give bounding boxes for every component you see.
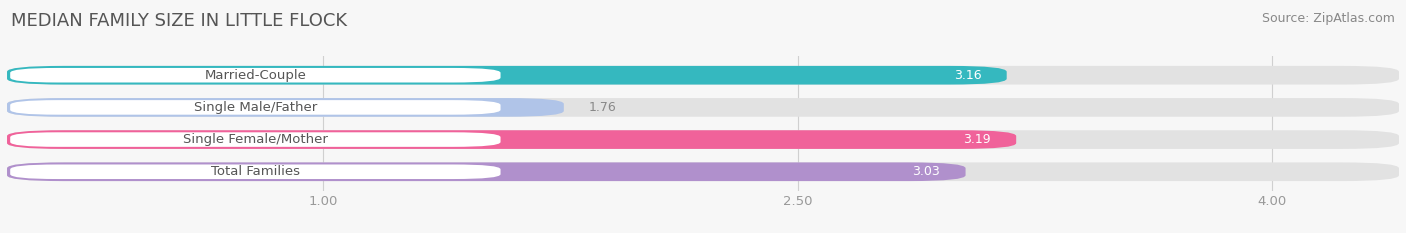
Text: 3.03: 3.03: [912, 165, 941, 178]
FancyBboxPatch shape: [7, 66, 1399, 85]
FancyBboxPatch shape: [7, 162, 1399, 181]
Text: 3.19: 3.19: [963, 133, 991, 146]
Text: 3.16: 3.16: [953, 69, 981, 82]
FancyBboxPatch shape: [10, 164, 501, 179]
Text: Total Families: Total Families: [211, 165, 299, 178]
FancyBboxPatch shape: [10, 100, 501, 115]
FancyBboxPatch shape: [7, 98, 1399, 117]
FancyBboxPatch shape: [7, 66, 1007, 85]
FancyBboxPatch shape: [10, 132, 501, 147]
FancyBboxPatch shape: [7, 162, 966, 181]
Text: 1.76: 1.76: [589, 101, 617, 114]
FancyBboxPatch shape: [7, 98, 564, 117]
Text: Source: ZipAtlas.com: Source: ZipAtlas.com: [1261, 12, 1395, 25]
FancyBboxPatch shape: [7, 130, 1017, 149]
Text: Single Male/Father: Single Male/Father: [194, 101, 316, 114]
FancyBboxPatch shape: [10, 68, 501, 82]
Text: MEDIAN FAMILY SIZE IN LITTLE FLOCK: MEDIAN FAMILY SIZE IN LITTLE FLOCK: [11, 12, 347, 30]
FancyBboxPatch shape: [7, 130, 1399, 149]
Text: Married-Couple: Married-Couple: [204, 69, 307, 82]
Text: Single Female/Mother: Single Female/Mother: [183, 133, 328, 146]
